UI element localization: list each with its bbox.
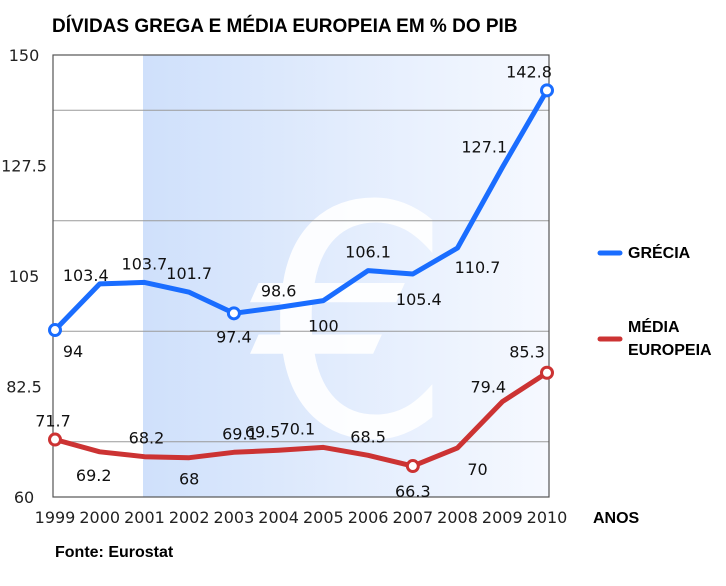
source-note: Fonte: Eurostat <box>55 544 174 561</box>
x-tick-label: 2005 <box>303 508 344 527</box>
data-label: 69.5 <box>245 422 281 441</box>
y-tick-label: 127.5 <box>1 157 47 176</box>
data-label: 85.3 <box>509 343 545 362</box>
data-label: 69.2 <box>76 466 112 485</box>
data-label: 68 <box>179 470 199 489</box>
data-label: 97.4 <box>216 327 252 346</box>
data-label: 68.5 <box>350 427 386 446</box>
data-label: 105.4 <box>396 290 442 309</box>
data-label: 68.2 <box>129 429 165 448</box>
data-label: 103.4 <box>63 266 109 285</box>
data-label: 98.6 <box>261 281 297 300</box>
data-label: 106.1 <box>345 243 391 262</box>
x-tick-label: 2004 <box>258 508 299 527</box>
data-label: 127.1 <box>461 137 507 156</box>
y-tick-label: 82.5 <box>6 378 42 397</box>
x-tick-label: 2009 <box>482 508 523 527</box>
legend-label-media: MÉDIA <box>628 317 680 336</box>
data-label: 100 <box>308 317 339 336</box>
x-tick-label: 2000 <box>79 508 120 527</box>
series-line-media-europeia <box>52 370 550 469</box>
data-label: 110.7 <box>455 258 501 277</box>
x-tick-label: 1999 <box>35 508 76 527</box>
data-label: 71.7 <box>35 412 71 431</box>
x-tick-label: 2007 <box>392 508 433 527</box>
plot-border <box>52 54 550 498</box>
y-tick-label: 60 <box>14 488 34 507</box>
data-label: 101.7 <box>166 264 212 283</box>
euro-symbol: € <box>250 139 454 511</box>
data-point-marker <box>48 432 62 447</box>
y-tick-label: 105 <box>9 267 40 286</box>
x-axis: 1999 2000 2001 2002 2003 2004 2005 2006 2007 2008… <box>35 508 568 527</box>
x-tick-label: 2002 <box>169 508 210 527</box>
x-tick-label: 2003 <box>214 508 255 527</box>
y-tick-label: 150 <box>9 46 40 65</box>
legend-label-grecia: GRÉCIA <box>628 243 691 262</box>
data-label: 70.1 <box>280 419 316 438</box>
data-point-marker <box>540 83 554 98</box>
series <box>48 83 554 474</box>
series-line-grecia <box>52 87 550 333</box>
data-label: 70 <box>467 460 487 479</box>
y-axis: 150 127.5 105 82.5 60 <box>1 46 47 507</box>
data-point-marker <box>405 459 420 474</box>
x-tick-label: 2010 <box>527 508 568 527</box>
data-point-marker <box>226 306 241 321</box>
data-point-marker <box>540 365 554 380</box>
data-point-marker <box>48 323 62 338</box>
x-tick-label: 2006 <box>348 508 389 527</box>
data-label: 103.7 <box>122 254 168 273</box>
x-tick-label: 2001 <box>124 508 165 527</box>
data-label: 69.1 <box>222 424 258 443</box>
legend-label-europeia: EUROPEIA <box>628 342 712 359</box>
chart-title: DÍVIDAS GREGA E MÉDIA EUROPEIA EM % DO P… <box>52 15 518 37</box>
data-label: 66.3 <box>395 482 431 501</box>
data-label: 79.4 <box>470 378 506 397</box>
x-axis-title: ANOS <box>593 510 640 527</box>
data-label: 142.8 <box>506 62 552 81</box>
x-tick-label: 2008 <box>437 508 478 527</box>
legend: GRÉCIA MÉDIA EUROPEIA <box>597 243 712 359</box>
data-label: 94 <box>63 342 83 361</box>
